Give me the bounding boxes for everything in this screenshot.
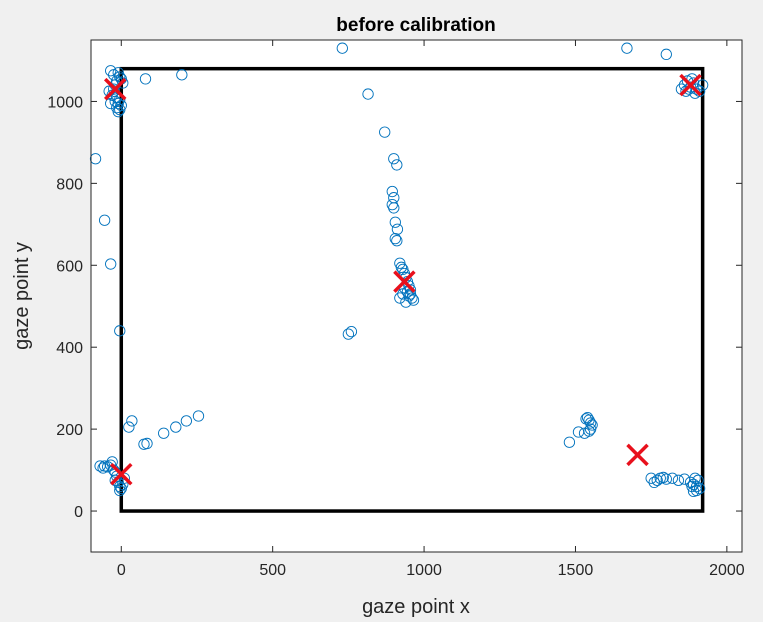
gaze-point <box>117 478 129 491</box>
gaze-point <box>98 214 111 226</box>
gaze-point <box>170 421 182 433</box>
gaze-point <box>386 185 398 198</box>
calibration-target-marker <box>626 443 649 467</box>
gaze-point <box>105 258 117 270</box>
gaze-point <box>109 474 121 486</box>
gaze-point <box>687 485 700 498</box>
gaze-point <box>563 436 576 448</box>
x-tick-label: 2000 <box>709 562 745 579</box>
ticks-layer: 0 500 1000 1500 2000 0 200 400 600 800 1000 <box>47 40 745 579</box>
gaze-point <box>389 216 401 228</box>
gaze-point <box>689 472 701 484</box>
gaze-point <box>584 417 597 429</box>
gaze-point <box>403 290 415 302</box>
gaze-point <box>692 474 704 486</box>
gaze-point <box>158 427 170 439</box>
gaze-point <box>112 97 124 110</box>
gaze-point <box>696 79 709 91</box>
gaze-point <box>621 42 633 54</box>
gaze-point <box>336 42 348 54</box>
gaze-point <box>388 202 400 214</box>
gaze-point <box>687 478 700 491</box>
x-axis-label: gaze point x <box>362 596 470 618</box>
calibration-target-marker <box>393 270 416 293</box>
gaze-point <box>114 325 126 337</box>
gaze-point <box>123 421 135 433</box>
gaze-point <box>651 474 663 486</box>
gaze-point <box>176 69 188 81</box>
gaze-point <box>583 425 595 437</box>
gaze-point <box>89 153 102 165</box>
gaze-point <box>345 325 358 338</box>
gaze-point <box>657 471 669 484</box>
gaze-point <box>388 153 400 165</box>
gaze-point <box>117 77 129 89</box>
gaze-point <box>114 484 126 497</box>
gaze-point <box>693 482 706 495</box>
gaze-point <box>126 415 138 427</box>
gaze-point <box>394 292 406 304</box>
gaze-point <box>645 472 657 484</box>
gaze-point <box>362 88 374 100</box>
y-tick-label: 400 <box>56 340 83 357</box>
gaze-point <box>397 288 409 300</box>
gaze-point <box>391 235 403 247</box>
y-tick-label: 1000 <box>47 94 83 111</box>
gaze-point <box>379 126 391 138</box>
calibration-target-marker <box>103 77 127 101</box>
gaze-point <box>141 437 153 450</box>
gaze-point <box>407 294 420 306</box>
gaze-point <box>342 328 355 340</box>
screen-boundary-rect <box>119 66 705 513</box>
gaze-point <box>112 106 124 118</box>
y-tick-label: 200 <box>56 422 83 439</box>
gaze-point <box>391 223 404 235</box>
x-tick-label: 1500 <box>558 562 594 579</box>
gaze-point <box>660 473 672 485</box>
gaze-point <box>680 85 692 97</box>
gaze-point <box>672 474 685 486</box>
gaze-point <box>666 472 679 484</box>
gaze-point <box>404 284 417 296</box>
y-tick-label: 600 <box>56 258 83 275</box>
calibration-target-marker <box>110 462 133 486</box>
x-tick-label: 1000 <box>406 562 442 579</box>
gaze-point <box>114 71 126 83</box>
y-tick-label: 800 <box>56 176 83 193</box>
x-tick-label: 0 <box>117 562 126 579</box>
gaze-point <box>139 73 152 85</box>
gaze-point <box>395 261 408 273</box>
screen-boundary-layer <box>119 66 705 513</box>
y-tick-label: 0 <box>74 504 83 521</box>
gaze-point <box>391 159 403 171</box>
x-tick-label: 500 <box>259 562 286 579</box>
gaze-point <box>389 233 401 245</box>
y-axis-label: gaze point y <box>11 242 33 350</box>
gaze-point <box>660 48 672 60</box>
gaze-point <box>686 480 698 493</box>
gaze-point <box>108 83 120 95</box>
axes-box <box>90 39 743 553</box>
calibration-target-marker <box>679 73 702 97</box>
gaze-point <box>648 476 660 489</box>
gaze-point <box>180 415 193 427</box>
gaze-point <box>584 423 597 435</box>
gaze-point <box>105 65 117 77</box>
gaze-point <box>192 410 205 422</box>
calibration-targets-layer <box>103 73 702 486</box>
gaze-point <box>97 462 109 474</box>
chart-title: before calibration <box>336 15 495 36</box>
